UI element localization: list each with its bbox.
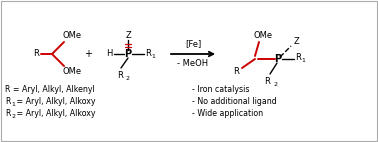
Text: = Aryl, Alkyl, Alkoxy: = Aryl, Alkyl, Alkoxy (14, 109, 96, 119)
Text: R: R (5, 98, 10, 106)
Text: [Fe]: [Fe] (185, 39, 201, 49)
Text: 1: 1 (11, 102, 15, 106)
Text: R: R (117, 70, 123, 80)
Text: OMe: OMe (62, 32, 82, 40)
Text: = Aryl, Alkyl, Alkoxy: = Aryl, Alkyl, Alkoxy (14, 98, 96, 106)
Text: 2: 2 (273, 83, 277, 87)
Text: R: R (233, 67, 239, 77)
Text: R: R (145, 49, 151, 58)
Text: H: H (106, 50, 112, 59)
Text: P: P (274, 54, 282, 64)
Text: R: R (33, 50, 39, 59)
Text: - Wide application: - Wide application (192, 109, 263, 119)
Text: 1: 1 (301, 59, 305, 63)
Text: 1: 1 (151, 54, 155, 59)
Text: R: R (295, 54, 301, 62)
Text: Z: Z (125, 31, 131, 39)
Text: Z: Z (293, 36, 299, 45)
Text: 2: 2 (126, 77, 130, 82)
Text: R: R (5, 109, 10, 119)
Text: OMe: OMe (62, 67, 82, 77)
Text: P: P (124, 49, 132, 59)
Text: 2: 2 (11, 113, 15, 119)
Text: - Iron catalysis: - Iron catalysis (192, 85, 249, 94)
Text: - No additional ligand: - No additional ligand (192, 98, 277, 106)
Text: +: + (84, 49, 92, 59)
Text: OMe: OMe (253, 31, 273, 39)
Text: R = Aryl, Alkyl, Alkenyl: R = Aryl, Alkyl, Alkenyl (5, 85, 95, 94)
Text: - MeOH: - MeOH (177, 59, 209, 68)
Text: R: R (264, 77, 270, 85)
